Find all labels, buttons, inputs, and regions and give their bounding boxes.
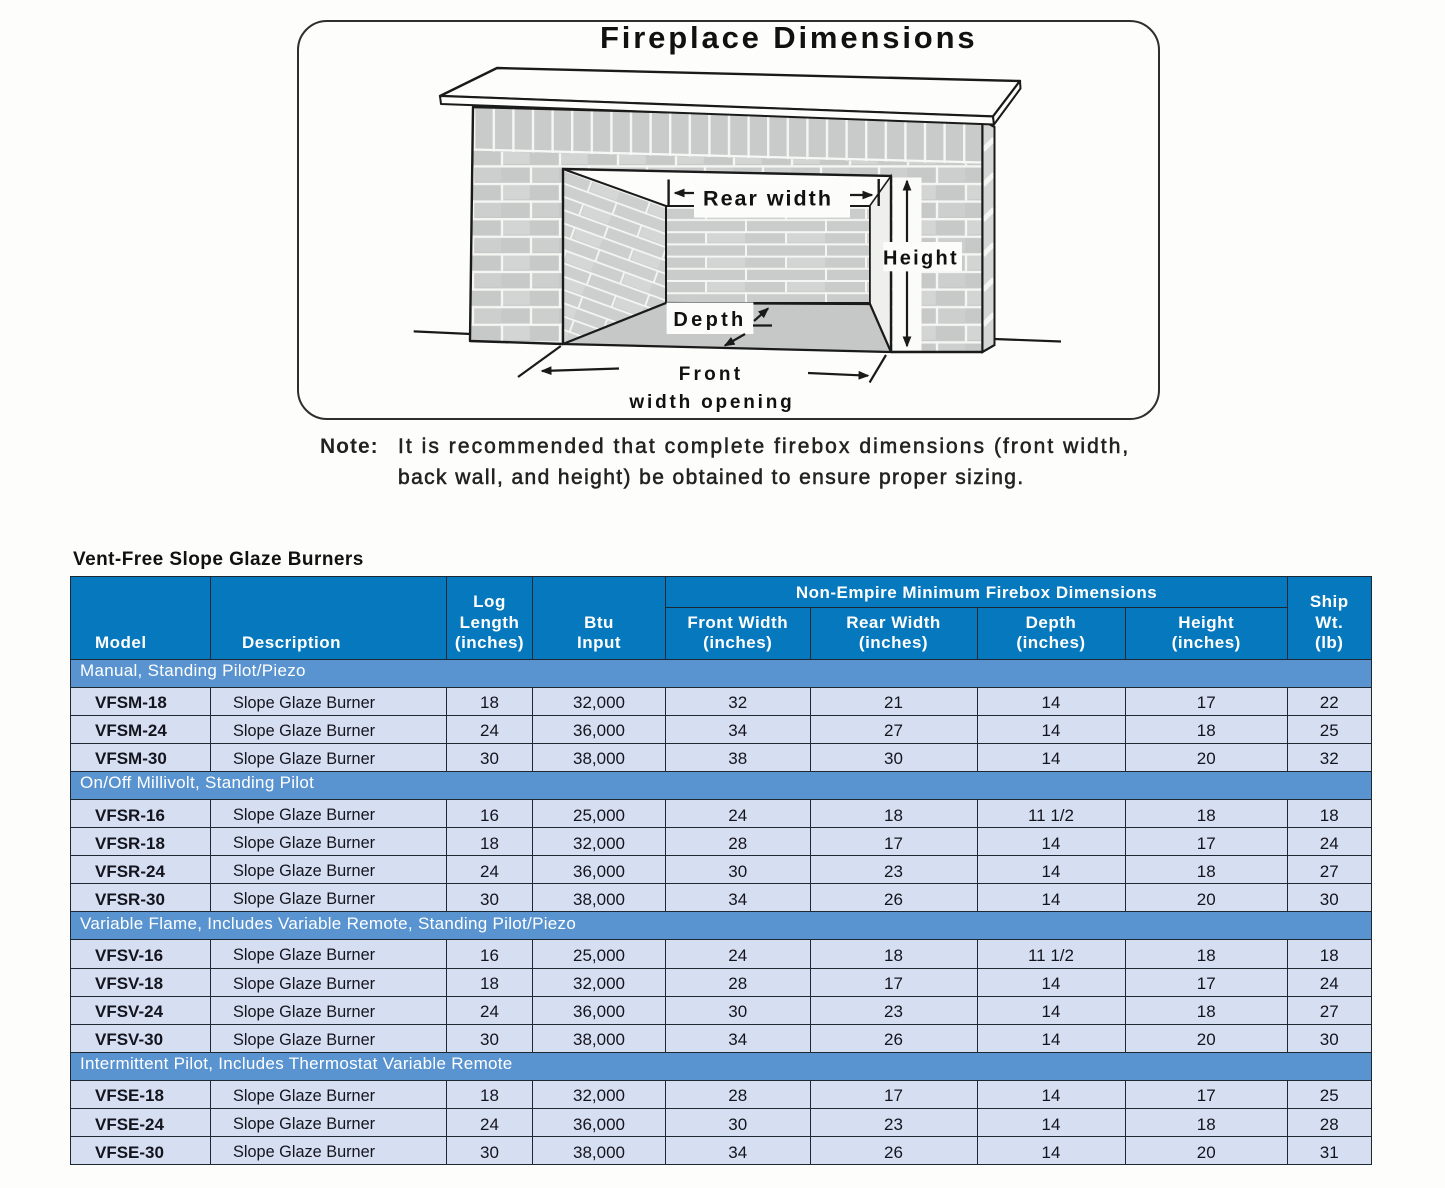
svg-text:Depth: Depth <box>673 309 746 331</box>
svg-text:Height: Height <box>883 248 959 270</box>
svg-text:Front: Front <box>679 364 744 385</box>
svg-text:Rear width: Rear width <box>703 187 833 211</box>
svg-text:width opening: width opening <box>628 392 794 413</box>
